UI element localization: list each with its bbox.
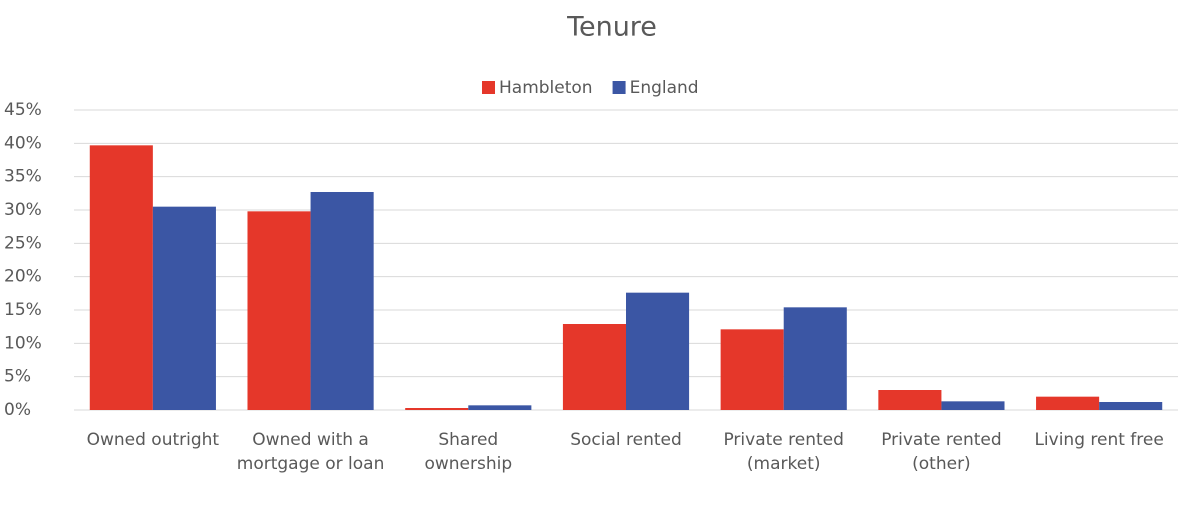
bar xyxy=(468,405,532,410)
y-tick-label: 0% xyxy=(4,400,31,420)
x-tick-label: Private rented (other) xyxy=(881,430,1002,474)
x-tick-label: Owned with a mortgage or loan xyxy=(236,430,385,474)
bar xyxy=(720,329,784,410)
y-tick-label: 30% xyxy=(4,200,42,220)
x-tick-label: Living rent free xyxy=(1034,430,1164,450)
y-tick-label: 25% xyxy=(4,233,42,253)
y-tick-label: 40% xyxy=(4,133,42,153)
legend-swatch xyxy=(612,81,626,94)
legend-swatch xyxy=(482,81,495,94)
bar xyxy=(310,192,374,410)
bar xyxy=(247,211,311,410)
y-tick-label: 35% xyxy=(4,167,42,187)
bar xyxy=(152,206,216,410)
bar xyxy=(783,307,847,410)
x-tick-label: Social rented xyxy=(570,430,682,450)
y-tick-label: 10% xyxy=(4,333,42,353)
bar xyxy=(941,401,1005,410)
chart-title: Tenure xyxy=(566,12,657,43)
y-tick-label: 15% xyxy=(4,300,42,320)
bar xyxy=(405,408,469,410)
legend-label: Hambleton xyxy=(499,78,593,98)
y-tick-label: 20% xyxy=(4,267,42,287)
x-tick-label: Private rented (market) xyxy=(723,430,844,474)
legend-label: England xyxy=(630,78,699,98)
x-tick-label: Owned outright xyxy=(86,430,220,450)
y-tick-label: 5% xyxy=(4,367,31,387)
bar xyxy=(89,145,153,411)
bar xyxy=(1036,396,1100,410)
y-tick-label: 45% xyxy=(4,100,42,120)
bar xyxy=(1099,402,1163,410)
bar xyxy=(878,390,942,410)
bar xyxy=(562,324,626,410)
bar xyxy=(626,292,690,410)
x-tick-label: Shared ownership xyxy=(424,430,513,474)
